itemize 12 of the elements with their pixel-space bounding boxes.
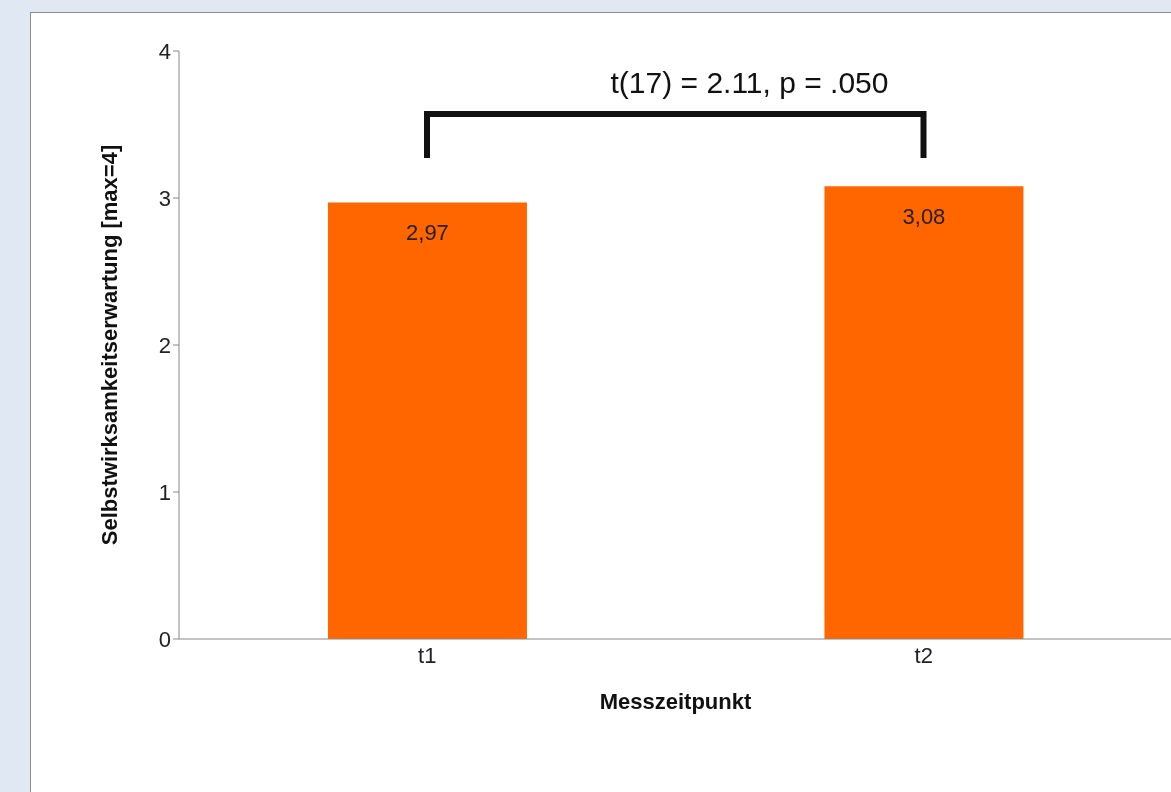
y-tick-label: 0	[158, 626, 171, 652]
x-tick-label: t1	[418, 642, 437, 668]
y-tick-label: 2	[158, 332, 171, 358]
y-tick-label: 4	[158, 38, 171, 64]
x-tick-label: t2	[914, 642, 933, 668]
y-tick-label: 1	[158, 479, 171, 505]
y-axis-title: Selbstwirksamkeitserwartung [max=4]	[96, 144, 122, 546]
data-label: 3,08	[902, 204, 946, 230]
y-tick-label: 3	[158, 185, 171, 211]
data-label: 2,97	[406, 220, 449, 246]
x-axis-title: Messzeitpunkt	[599, 689, 752, 714]
annotation: t(17) = 2.11, p = .050	[609, 66, 890, 101]
